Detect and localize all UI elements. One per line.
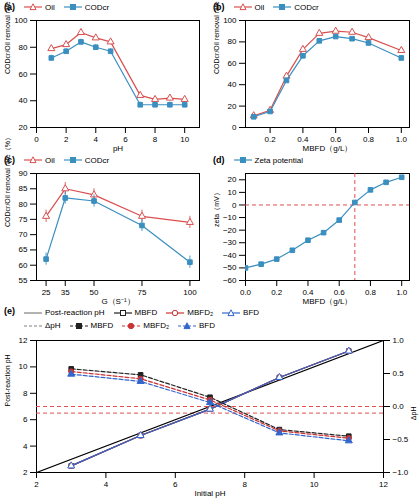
svg-text:pH: pH	[113, 144, 123, 153]
svg-text:6: 6	[123, 135, 128, 144]
svg-text:2: 2	[34, 480, 39, 489]
svg-text:10: 10	[228, 188, 237, 197]
svg-text:−60: −60	[223, 276, 237, 285]
svg-text:60: 60	[19, 70, 28, 79]
svg-text:0.2: 0.2	[265, 135, 277, 144]
svg-text:75: 75	[19, 215, 28, 224]
svg-text:55: 55	[19, 276, 28, 285]
svg-text:20: 20	[19, 123, 28, 132]
svg-text:100: 100	[183, 288, 197, 297]
svg-text:75: 75	[138, 288, 147, 297]
svg-text:4: 4	[23, 442, 28, 451]
svg-text:20: 20	[228, 175, 237, 184]
svg-text:10: 10	[310, 480, 319, 489]
svg-text:20: 20	[228, 102, 237, 111]
svg-text:10: 10	[19, 362, 28, 371]
svg-text:0.5: 0.5	[393, 369, 405, 378]
svg-text:Initial pH: Initial pH	[194, 489, 225, 498]
svg-text:MBFD（g/L）: MBFD（g/L）	[303, 144, 353, 153]
svg-text:6: 6	[23, 415, 28, 424]
svg-text:4: 4	[94, 135, 99, 144]
svg-text:0.2: 0.2	[271, 288, 283, 297]
svg-text:−20: −20	[223, 226, 237, 235]
svg-text:2: 2	[64, 135, 69, 144]
svg-text:−0.5: −0.5	[393, 435, 409, 444]
svg-text:40: 40	[19, 96, 28, 105]
svg-text:1.0: 1.0	[396, 135, 408, 144]
svg-text:−30: −30	[223, 238, 237, 247]
svg-text:0: 0	[232, 201, 237, 210]
svg-text:80: 80	[19, 200, 28, 209]
svg-text:0.8: 0.8	[363, 135, 375, 144]
svg-text:ΔpH: ΔpH	[410, 407, 418, 421]
svg-text:CODcr/Oil removal rate（%）: CODcr/Oil removal rate（%）	[4, 0, 12, 74]
svg-text:0: 0	[232, 123, 237, 132]
svg-text:2: 2	[23, 468, 28, 477]
svg-text:CODcr/Oil removal rate（%）: CODcr/Oil removal rate（%）	[213, 0, 221, 74]
svg-text:1.0: 1.0	[396, 288, 408, 297]
svg-text:10: 10	[180, 135, 189, 144]
svg-text:6: 6	[173, 480, 178, 489]
svg-text:50: 50	[90, 288, 99, 297]
svg-text:60: 60	[228, 59, 237, 68]
svg-text:40: 40	[228, 80, 237, 89]
svg-text:0.0: 0.0	[240, 288, 252, 297]
svg-text:70: 70	[19, 230, 28, 239]
svg-text:0.0: 0.0	[393, 402, 405, 411]
svg-text:60: 60	[19, 261, 28, 270]
svg-text:−40: −40	[223, 251, 237, 260]
svg-text:G（S⁻¹）: G（S⁻¹）	[101, 297, 134, 306]
svg-text:4: 4	[104, 480, 109, 489]
svg-text:1.0: 1.0	[393, 336, 405, 345]
svg-text:65: 65	[19, 245, 28, 254]
svg-text:8: 8	[153, 135, 158, 144]
svg-text:12: 12	[19, 336, 28, 345]
svg-text:8: 8	[23, 389, 28, 398]
svg-text:zeta（mV）: zeta（mV）	[213, 189, 221, 227]
svg-text:100: 100	[14, 16, 28, 25]
svg-text:80: 80	[228, 37, 237, 46]
svg-text:25: 25	[42, 288, 51, 297]
svg-text:90: 90	[19, 169, 28, 178]
svg-text:85: 85	[19, 184, 28, 193]
svg-text:80: 80	[19, 43, 28, 52]
svg-text:−50: −50	[223, 263, 237, 272]
svg-text:35: 35	[61, 288, 70, 297]
svg-text:Post-reaction pH: Post-reaction pH	[4, 354, 12, 406]
svg-text:−10: −10	[223, 213, 237, 222]
svg-text:100: 100	[223, 16, 237, 25]
svg-text:0.8: 0.8	[365, 288, 377, 297]
svg-text:CODcr/Oil removal rate（%）: CODcr/Oil removal rate（%）	[4, 134, 12, 227]
svg-text:12: 12	[379, 480, 388, 489]
svg-text:0: 0	[34, 135, 39, 144]
svg-text:MBFD（g/L）: MBFD（g/L）	[303, 297, 353, 306]
svg-text:−1.0: −1.0	[393, 468, 409, 477]
svg-text:8: 8	[242, 480, 247, 489]
